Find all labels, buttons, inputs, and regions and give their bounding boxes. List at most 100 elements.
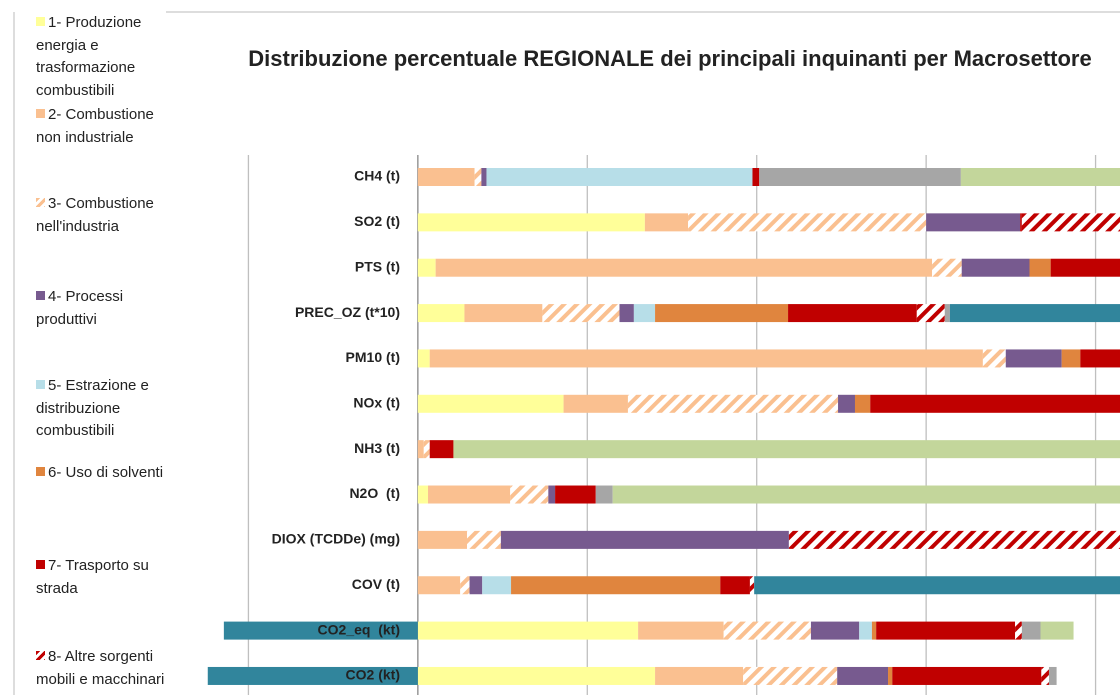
category-label: NH3 (t) xyxy=(354,440,400,456)
category-label: NOx (t) xyxy=(353,395,400,411)
legend-label: 4- Processi produttivi xyxy=(36,288,124,328)
bar-segment xyxy=(435,258,933,277)
bar-segment xyxy=(417,485,429,504)
legend-label: 6- Uso di solventi xyxy=(48,464,164,481)
bar-segment xyxy=(888,666,893,685)
legend-label: 7- Trasporto su strada xyxy=(36,557,149,597)
bar-segment xyxy=(474,168,482,186)
bar-segment xyxy=(481,168,487,186)
legend-item: 7- Trasporto su strada xyxy=(36,555,168,600)
bar-segment xyxy=(417,168,475,186)
bar-segment xyxy=(949,304,1120,323)
bar-segment xyxy=(453,440,1120,459)
bar-segment xyxy=(1048,666,1057,685)
bar-segment xyxy=(423,440,430,459)
legend-label: 2- Combustione non industriale xyxy=(36,106,154,146)
bar-segment xyxy=(876,621,1016,640)
legend-label: 3- Combustione nell'industria xyxy=(36,195,154,235)
bar-segment xyxy=(417,440,424,459)
bar-segment xyxy=(720,576,750,595)
bar-segment xyxy=(429,440,454,459)
legend-item: 3- Combustione nell'industria xyxy=(36,193,168,238)
bar-segment xyxy=(417,213,645,232)
bar-segment xyxy=(510,485,549,504)
category-label: CO2 (kt) xyxy=(346,667,400,683)
bar-segment xyxy=(482,576,512,595)
bar-segment xyxy=(612,485,1120,504)
bar-segment xyxy=(655,304,789,323)
legend-swatch xyxy=(36,17,45,26)
bar-segment xyxy=(854,394,871,413)
bar-segment xyxy=(944,304,950,323)
bar-segment xyxy=(961,258,1030,277)
bar-segment xyxy=(486,168,753,186)
bar-segment xyxy=(749,576,755,595)
bar-segment xyxy=(1040,621,1074,640)
bar-segment xyxy=(926,213,1021,232)
legend-item: 8- Altre sorgenti mobili e macchinari xyxy=(36,646,168,691)
bar-segment xyxy=(619,304,634,323)
category-label: COV (t) xyxy=(352,576,400,592)
chart-title: Distribuzione percentuale REGIONALE dei … xyxy=(248,46,1092,71)
category-label: PREC_OZ (t*10) xyxy=(295,304,400,320)
bar-segment xyxy=(466,530,501,549)
bar-segment xyxy=(655,666,744,685)
bar-segment xyxy=(548,485,556,504)
bar-segment xyxy=(723,621,811,640)
legend-label: 1- Produzione energia e trasformazione c… xyxy=(36,14,142,99)
bar-segment xyxy=(428,485,511,504)
bar-segment xyxy=(417,530,467,549)
bar-segment xyxy=(1061,349,1081,368)
bar-segment xyxy=(417,394,564,413)
category-label: SO2 (t) xyxy=(354,213,400,229)
legend-swatch xyxy=(36,560,45,569)
bar-segment xyxy=(542,304,620,323)
category-label: PTS (t) xyxy=(355,258,400,274)
category-label: PM10 (t) xyxy=(346,349,400,365)
bar-segment xyxy=(595,485,613,504)
bar-segment xyxy=(788,530,1120,549)
bar-segment xyxy=(1029,258,1051,277)
bar-segment xyxy=(759,168,961,186)
bar-segment xyxy=(500,530,789,549)
bar-segment xyxy=(870,394,1120,413)
bar-segment xyxy=(752,168,760,186)
bar-segment xyxy=(1005,349,1062,368)
bar-segment xyxy=(932,258,962,277)
bar-segment xyxy=(960,168,1120,186)
bar-segment xyxy=(223,621,418,640)
bar-segment xyxy=(916,304,945,323)
bar-segment xyxy=(1041,666,1049,685)
bar-segment xyxy=(644,213,689,232)
bar-segment xyxy=(417,258,436,277)
legend-swatch xyxy=(36,467,45,476)
bar-segment xyxy=(688,213,927,232)
bar-segment xyxy=(417,666,656,685)
bar-segment xyxy=(417,349,430,368)
bar-segment xyxy=(417,576,461,595)
legend-item: 6- Uso di solventi xyxy=(36,462,168,485)
bar-segment xyxy=(563,394,628,413)
bar-segment xyxy=(982,349,1006,368)
bar-segment xyxy=(1015,621,1022,640)
legend-swatch xyxy=(36,651,45,660)
bar-segment xyxy=(638,621,724,640)
bar-segment xyxy=(892,666,1042,685)
bar-segment xyxy=(1021,621,1041,640)
bar-segment xyxy=(417,304,465,323)
bar-segment xyxy=(429,349,983,368)
bar-segment xyxy=(511,576,721,595)
bar-segment xyxy=(555,485,596,504)
bar-segment xyxy=(1021,213,1120,232)
bar-segment xyxy=(633,304,656,323)
category-label: DIOX (TCDDe) (mg) xyxy=(272,531,400,547)
legend-label: 5- Estrazione e distribuzione combustibi… xyxy=(36,377,149,439)
bar-segment xyxy=(1050,258,1120,277)
bar-segment xyxy=(859,621,872,640)
bar-segment xyxy=(837,666,889,685)
bar-segment xyxy=(838,394,855,413)
legend-label: 8- Altre sorgenti mobili e macchinari xyxy=(36,648,165,688)
bar-segment xyxy=(464,304,543,323)
